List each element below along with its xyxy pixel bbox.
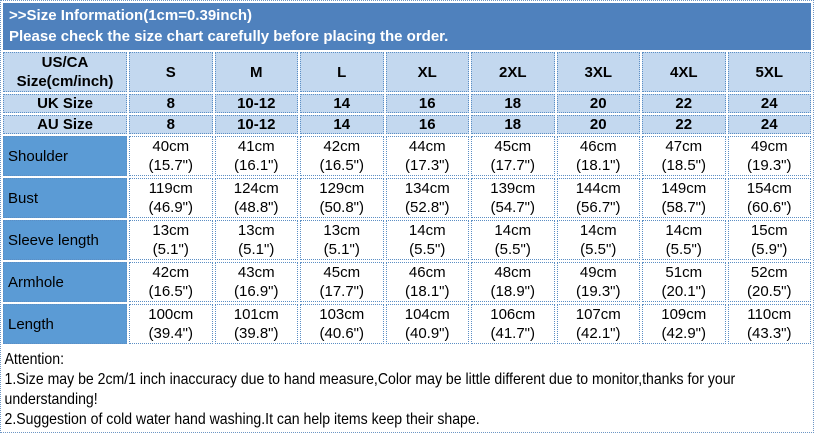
uk-size-value-cell: 20	[556, 94, 640, 113]
attention-section: Attention: 1.Size may be 2cm/1 inch inac…	[1, 346, 812, 430]
measurement-value-cell: 49cm (19.3")	[556, 262, 640, 302]
measurement-value-cell: 119cm (46.9")	[129, 178, 213, 218]
measurement-value-cell: 42cm (16.5")	[300, 136, 384, 176]
au-size-value-cell: 22	[642, 115, 726, 134]
measurement-value-cell: 14cm (5.5")	[556, 220, 640, 260]
measurement-value-cell: 109cm (42.9")	[642, 304, 726, 344]
table-row: UK Size 8 10-12 14 16 18 20 22 24	[3, 94, 811, 113]
measurement-value-cell: 13cm (5.1")	[214, 220, 298, 260]
measurement-value-cell: 14cm (5.5")	[471, 220, 555, 260]
uk-size-value-cell: 14	[300, 94, 384, 113]
uk-size-value-cell: 24	[727, 94, 811, 113]
measurement-value-cell: 13cm (5.1")	[300, 220, 384, 260]
measurement-value-cell: 154cm (60.6")	[727, 178, 811, 218]
size-info-banner: >>Size Information(1cm=0.39inch) Please …	[3, 3, 811, 50]
attention-line: understanding!	[4, 391, 98, 408]
uk-size-value-cell: 10-12	[214, 94, 298, 113]
banner-subtitle: Please check the size chart carefully be…	[9, 28, 449, 45]
measurement-value-cell: 40cm (15.7")	[129, 136, 213, 176]
measurement-label-cell: Sleeve length	[3, 220, 127, 260]
measurement-value-cell: 47cm (18.5")	[642, 136, 726, 176]
banner-title: >>Size Information(1cm=0.39inch)	[9, 7, 252, 24]
measurement-value-cell: 107cm (42.1")	[556, 304, 640, 344]
measurement-value-cell: 46cm (18.1")	[385, 262, 469, 302]
measurement-value-cell: 41cm (16.1")	[214, 136, 298, 176]
measurement-value-cell: 43cm (16.9")	[214, 262, 298, 302]
size-header-cell: 3XL	[556, 52, 640, 92]
table-row: US/CA Size(cm/inch) S M L XL 2XL 3XL 4XL 5XL	[3, 52, 811, 92]
size-table: US/CA Size(cm/inch) S M L XL 2XL 3XL 4XL 5XL UK S…	[1, 50, 813, 346]
measurement-value-cell: 13cm (5.1")	[129, 220, 213, 260]
measurement-value-cell: 46cm (18.1")	[556, 136, 640, 176]
corner-header-cell: US/CA Size(cm/inch)	[3, 52, 127, 92]
measurement-label-cell: Bust	[3, 178, 127, 218]
measurement-value-cell: 14cm (5.5")	[385, 220, 469, 260]
au-size-value-cell: 20	[556, 115, 640, 134]
measurement-value-cell: 124cm (48.8")	[214, 178, 298, 218]
table-row: Length 100cm (39.4") 101cm (39.8") 103cm (4…	[3, 304, 811, 344]
au-size-value-cell: 14	[300, 115, 384, 134]
table-row: Shoulder 40cm (15.7") 41cm (16.1") 42cm (16…	[3, 136, 811, 176]
au-size-value-cell: 8	[129, 115, 213, 134]
measurement-value-cell: 101cm (39.8")	[214, 304, 298, 344]
attention-line: 1.Size may be 2cm/1 inch inaccuracy due …	[4, 371, 736, 388]
measurement-value-cell: 45cm (17.7")	[300, 262, 384, 302]
measurement-value-cell: 42cm (16.5")	[129, 262, 213, 302]
measurement-label-cell: Length	[3, 304, 127, 344]
measurement-value-cell: 45cm (17.7")	[471, 136, 555, 176]
uk-size-value-cell: 18	[471, 94, 555, 113]
uk-size-label-cell: UK Size	[3, 94, 127, 113]
au-size-value-cell: 10-12	[214, 115, 298, 134]
size-header-cell: M	[214, 52, 298, 92]
measurement-value-cell: 144cm (56.7")	[556, 178, 640, 218]
au-size-value-cell: 18	[471, 115, 555, 134]
measurement-value-cell: 51cm (20.1")	[642, 262, 726, 302]
size-header-cell: 2XL	[471, 52, 555, 92]
size-header-cell: 4XL	[642, 52, 726, 92]
measurement-value-cell: 106cm (41.7")	[471, 304, 555, 344]
uk-size-value-cell: 8	[129, 94, 213, 113]
attention-title: Attention:	[4, 351, 65, 368]
measurement-value-cell: 100cm (39.4")	[129, 304, 213, 344]
table-row: Sleeve length 13cm (5.1") 13cm (5.1") 13cm …	[3, 220, 811, 260]
measurement-value-cell: 139cm (54.7")	[471, 178, 555, 218]
measurement-value-cell: 15cm (5.9")	[727, 220, 811, 260]
au-size-label-cell: AU Size	[3, 115, 127, 134]
measurement-value-cell: 129cm (50.8")	[300, 178, 384, 218]
size-header-cell: S	[129, 52, 213, 92]
measurement-value-cell: 14cm (5.5")	[642, 220, 726, 260]
measurement-value-cell: 103cm (40.6")	[300, 304, 384, 344]
measurement-value-cell: 149cm (58.7")	[642, 178, 726, 218]
table-row: AU Size 8 10-12 14 16 18 20 22 24	[3, 115, 811, 134]
measurement-label-cell: Armhole	[3, 262, 127, 302]
size-header-cell: XL	[385, 52, 469, 92]
au-size-value-cell: 16	[385, 115, 469, 134]
measurement-label-cell: Shoulder	[3, 136, 127, 176]
table-row: Armhole 42cm (16.5") 43cm (16.9") 45cm (17.…	[3, 262, 811, 302]
size-header-cell: 5XL	[727, 52, 811, 92]
size-table-body: US/CA Size(cm/inch) S M L XL 2XL 3XL 4XL 5XL UK S…	[3, 52, 811, 344]
measurement-value-cell: 52cm (20.5")	[727, 262, 811, 302]
measurement-value-cell: 48cm (18.9")	[471, 262, 555, 302]
measurement-value-cell: 49cm (19.3")	[727, 136, 811, 176]
measurement-value-cell: 104cm (40.9")	[385, 304, 469, 344]
attention-line: 2.Suggestion of cold water hand washing.…	[4, 411, 480, 428]
measurement-value-cell: 134cm (52.8")	[385, 178, 469, 218]
table-row: Bust 119cm (46.9") 124cm (48.8") 129cm (50.…	[3, 178, 811, 218]
uk-size-value-cell: 16	[385, 94, 469, 113]
measurement-value-cell: 110cm (43.3")	[727, 304, 811, 344]
measurement-value-cell: 44cm (17.3")	[385, 136, 469, 176]
au-size-value-cell: 24	[727, 115, 811, 134]
size-header-cell: L	[300, 52, 384, 92]
uk-size-value-cell: 22	[642, 94, 726, 113]
